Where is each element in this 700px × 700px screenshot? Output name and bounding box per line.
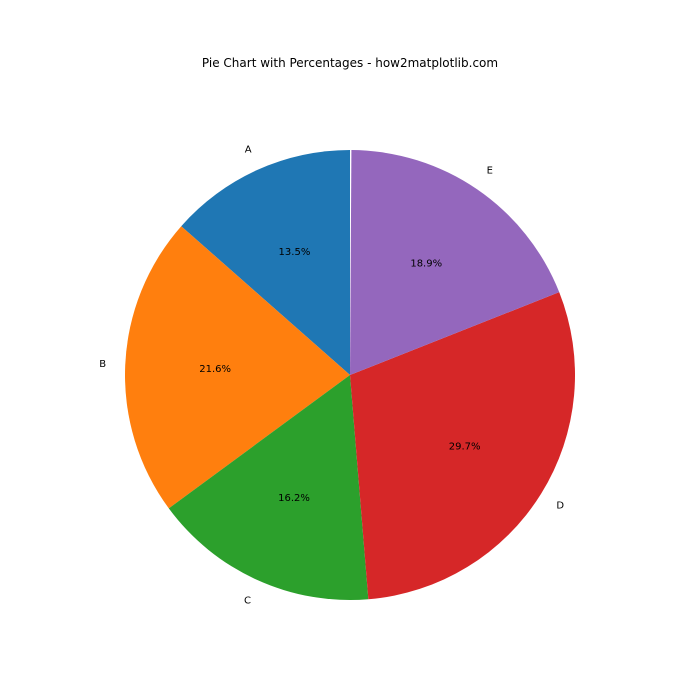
slice-label-d: D xyxy=(556,501,564,512)
slice-pct-b: 21.6% xyxy=(199,364,231,375)
slice-pct-c: 16.2% xyxy=(278,493,310,504)
slice-pct-d: 29.7% xyxy=(449,441,481,452)
slice-pct-e: 18.9% xyxy=(410,259,442,270)
slice-label-b: B xyxy=(99,359,106,370)
slice-label-c: C xyxy=(244,595,251,606)
slice-label-a: A xyxy=(245,144,252,155)
slice-label-e: E xyxy=(487,166,493,177)
pie-svg: A 13.5% B 21.6% C 16.2% D 29.7% E 18.9% xyxy=(0,0,700,700)
slice-pct-a: 13.5% xyxy=(279,247,311,258)
pie-chart: Pie Chart with Percentages - how2matplot… xyxy=(0,0,700,700)
